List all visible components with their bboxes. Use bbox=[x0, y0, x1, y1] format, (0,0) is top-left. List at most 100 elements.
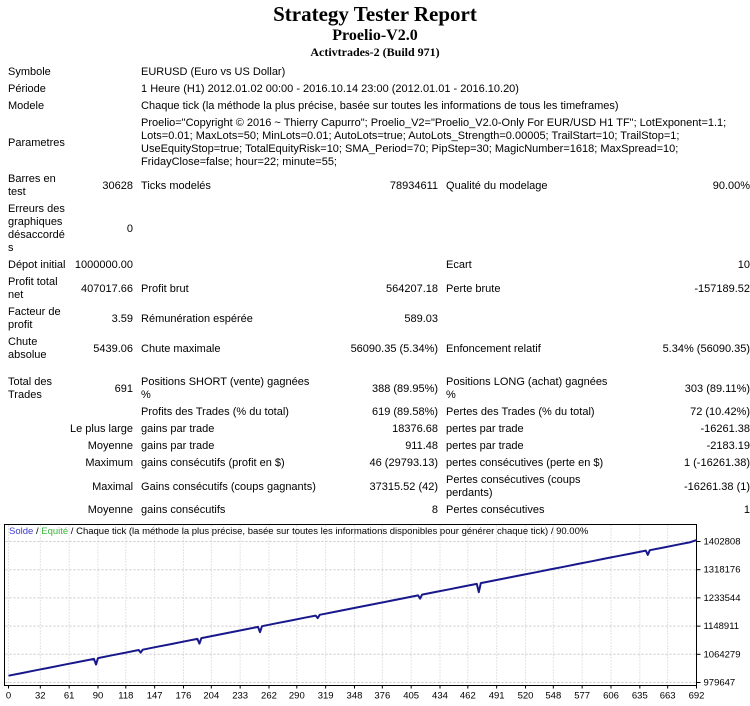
stat-label: Total des Trades bbox=[8, 376, 53, 401]
stat-value bbox=[318, 257, 438, 274]
report-header: Strategy Tester Report Proelio-V2.0 Acti… bbox=[0, 0, 750, 64]
stat-value: 10 bbox=[737, 259, 750, 271]
stat-value: Moyenne bbox=[87, 440, 134, 452]
x-tick-label: 90 bbox=[93, 691, 104, 702]
stat-label: Chute maximale bbox=[141, 342, 221, 355]
stat-value: 30628 bbox=[102, 179, 134, 192]
stat-label: Positions SHORT (vente) gagnées % bbox=[141, 376, 310, 401]
x-tick-label: 319 bbox=[318, 691, 334, 702]
table-row: Le plus large gains par trade 18376.68 pert… bbox=[8, 421, 750, 438]
stat-label: EURUSD (Euro vs US Dollar) bbox=[141, 66, 286, 78]
balance-line bbox=[8, 539, 697, 677]
stat-label: Enfoncement relatif bbox=[446, 342, 541, 355]
x-tick-label: 606 bbox=[603, 691, 619, 702]
stat-label bbox=[8, 472, 67, 502]
legend-separator: / bbox=[33, 526, 42, 537]
stat-value: 1000000.00 bbox=[74, 259, 134, 271]
table-row: Erreurs des graphiques désaccordés 0 bbox=[8, 201, 750, 257]
stat-value: 911.48 bbox=[405, 440, 439, 452]
stat-value: 37315.52 (42) bbox=[369, 480, 439, 493]
stat-value: 56090.35 (5.34%) bbox=[350, 342, 439, 355]
stat-label: pertes par trade bbox=[446, 440, 524, 452]
stat-label: Pertes des Trades (% du total) bbox=[446, 406, 595, 418]
stat-label bbox=[438, 304, 608, 334]
stat-label: Profit brut bbox=[141, 282, 189, 295]
stat-label: gains par trade bbox=[141, 423, 215, 435]
chart-legend: Solde / Equité / Chaque tick (la méthode… bbox=[9, 526, 588, 537]
y-tick-label: 1318176 bbox=[704, 565, 741, 576]
stat-label: Profit total net bbox=[8, 276, 58, 301]
stat-value: 8 bbox=[431, 504, 439, 516]
stat-label: Rémunération espérée bbox=[141, 312, 253, 325]
table-row: Maximum gains consécutifs (profit en $) 46… bbox=[8, 455, 750, 472]
y-tick-label: 979647 bbox=[704, 678, 736, 689]
table-row: Symbole EURUSD (Euro vs US Dollar) bbox=[8, 64, 750, 81]
x-tick-label: 462 bbox=[460, 691, 476, 702]
stat-label bbox=[8, 455, 67, 472]
spacer-row bbox=[8, 364, 750, 374]
stat-value: 1 bbox=[743, 504, 750, 516]
stat-label: Erreurs des graphiques désaccordés bbox=[8, 203, 65, 254]
stat-value: 691 bbox=[114, 382, 134, 395]
stat-label bbox=[8, 404, 67, 421]
y-tick-label: 1402808 bbox=[704, 537, 741, 548]
stat-label: Positions LONG (achat) gagnées % bbox=[446, 376, 608, 401]
stat-value: Moyenne bbox=[87, 504, 134, 516]
table-row: Profit total net 407017.66 Profit brut 5642… bbox=[8, 274, 750, 304]
stat-value: 3.59 bbox=[111, 312, 134, 325]
x-tick-label: 290 bbox=[289, 691, 305, 702]
stat-label bbox=[8, 438, 67, 455]
stat-label: Symbole bbox=[8, 66, 51, 78]
table-row: Chute absolue 5439.06 Chute maximale 56090.… bbox=[8, 334, 750, 364]
stat-value: 78934611 bbox=[389, 179, 439, 192]
stat-value: 1 (-16261.38) bbox=[683, 457, 750, 469]
x-tick-label: 118 bbox=[118, 691, 133, 702]
x-tick-label: 405 bbox=[403, 691, 419, 702]
x-tick-label: 204 bbox=[203, 691, 219, 702]
legend-description: / Chaque tick (la méthode la plus précis… bbox=[68, 526, 589, 537]
stat-label bbox=[133, 201, 750, 257]
stat-value: 5439.06 bbox=[93, 342, 134, 355]
table-row: Parametres Proelio="Copyright © 2016 ~ Th… bbox=[8, 115, 750, 171]
stat-label: Modele bbox=[8, 100, 45, 112]
x-tick-label: 635 bbox=[632, 691, 648, 702]
stat-label: gains consécutifs (profit en $) bbox=[141, 457, 285, 469]
table-row: Profits des Trades (% du total) 619 (89.5… bbox=[8, 404, 750, 421]
x-tick-label: 663 bbox=[660, 691, 676, 702]
stat-value: -16261.38 bbox=[700, 423, 750, 435]
x-tick-label: 0 bbox=[6, 691, 11, 702]
equity-chart-svg: 979647 1064279 1148911 1233544 1318176 140280… bbox=[0, 522, 750, 706]
balance-chart: Solde / Equité / Chaque tick (la méthode… bbox=[0, 522, 750, 706]
stat-value: 18376.68 bbox=[392, 423, 439, 435]
stat-label: Proelio="Copyright © 2016 ~ Thierry Capu… bbox=[141, 117, 727, 168]
y-tick-label: 1233544 bbox=[704, 593, 741, 604]
stat-label: Pertes consécutives bbox=[446, 504, 545, 516]
x-tick-label: 491 bbox=[489, 691, 505, 702]
stat-label: Chute absolue bbox=[8, 336, 47, 361]
stat-value: -157189.52 bbox=[694, 282, 750, 295]
stat-value: Maximum bbox=[85, 457, 134, 469]
x-tick-label: 61 bbox=[64, 691, 75, 702]
x-tick-label: 376 bbox=[374, 691, 390, 702]
table-row: Modele Chaque tick (la méthode la plus pr… bbox=[8, 98, 750, 115]
stat-label: Qualité du modelage bbox=[446, 179, 548, 192]
x-tick-label: 692 bbox=[689, 691, 705, 702]
legend-solde: Solde bbox=[9, 526, 34, 537]
expert-name: Proelio-V2.0 bbox=[332, 27, 418, 44]
table-row: Dépot initial 1000000.00 Ecart 10 bbox=[8, 257, 750, 274]
stat-label: Chaque tick (la méthode la plus précise,… bbox=[141, 100, 619, 112]
stat-value: 5.34% (56090.35) bbox=[662, 342, 750, 355]
stat-value bbox=[67, 404, 133, 421]
x-tick-label: 577 bbox=[574, 691, 590, 702]
stat-value: Le plus large bbox=[70, 423, 134, 435]
legend-equite: Equité bbox=[41, 526, 69, 537]
stat-value: 388 (89.95%) bbox=[371, 382, 439, 395]
stat-value: -2183.19 bbox=[706, 440, 750, 452]
stat-label: Dépot initial bbox=[8, 259, 66, 271]
table-row: Barres en test 30628 Ticks modelés 78934611… bbox=[8, 171, 750, 201]
stat-label: Perte brute bbox=[446, 282, 501, 295]
stats-table: Symbole EURUSD (Euro vs US Dollar) Période… bbox=[8, 64, 750, 519]
stat-label: Ticks modelés bbox=[141, 179, 211, 192]
stat-label bbox=[8, 502, 67, 519]
spacer-cell bbox=[8, 364, 750, 374]
